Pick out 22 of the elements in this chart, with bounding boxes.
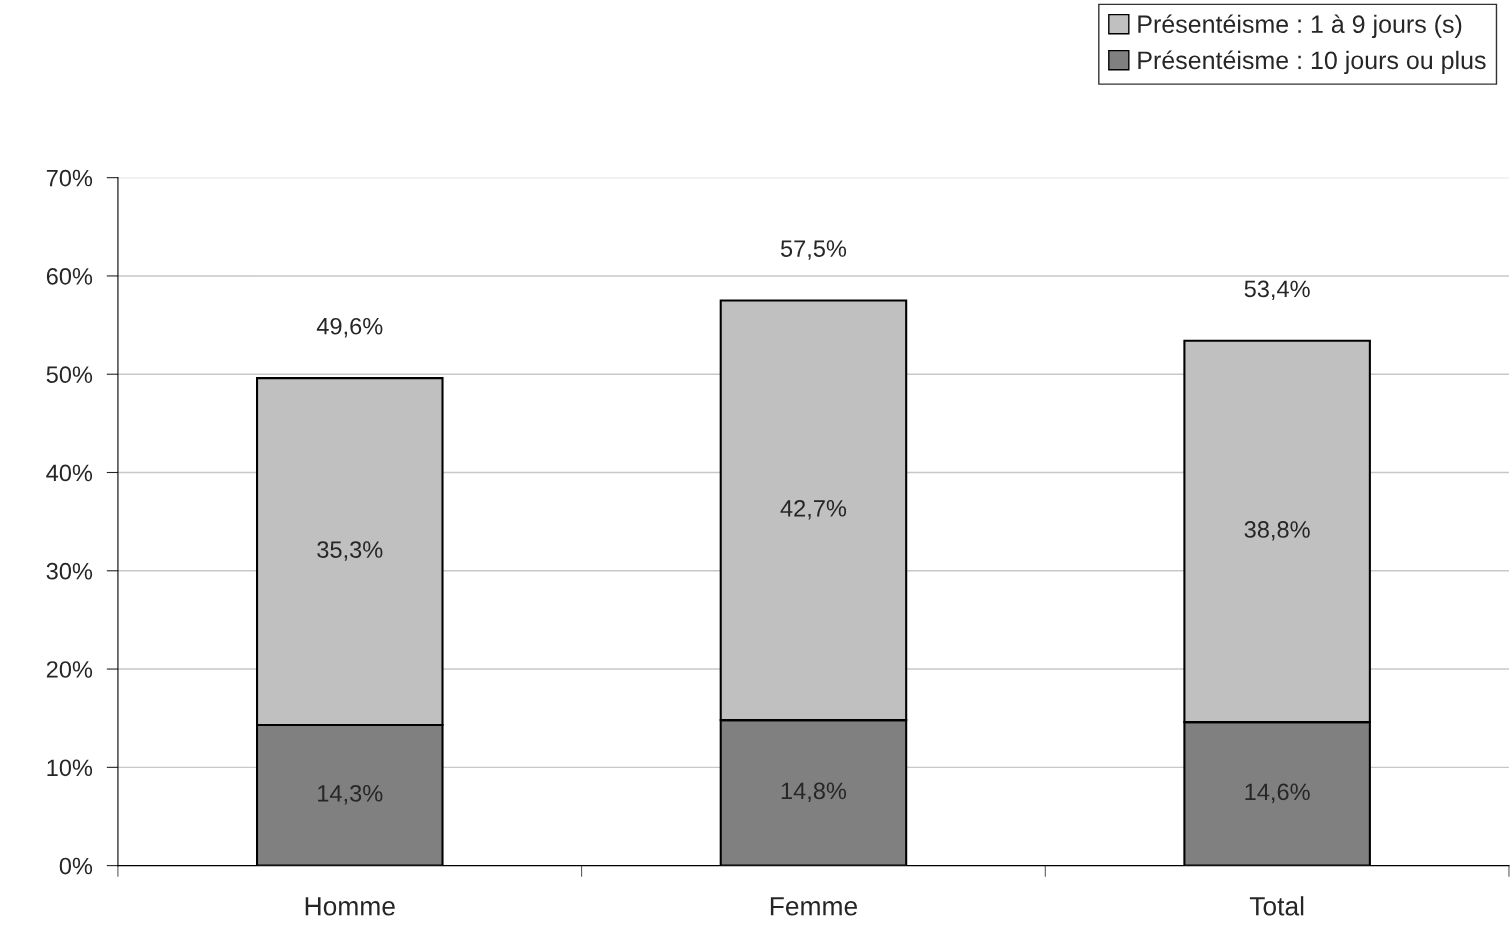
y-tick-label: 50% [46,366,93,384]
data-label: 14,8% [781,782,847,803]
y-tick-label: 0% [59,857,93,875]
data-label: 42,7% [780,499,847,520]
data-label: 38,8% [1244,521,1310,541]
total-label: 49,6% [316,317,383,338]
legend-label: Présentéisme : 1 à 9 jours (s) [1138,14,1462,39]
x-tick-label: Homme [305,897,395,916]
legend-label: Présentéisme : 10 jours ou plus [1138,50,1486,75]
y-tick-label: 70% [46,169,93,187]
data-label: 14,6% [1245,783,1310,803]
total-label: 53,4% [1244,280,1310,301]
data-label: 35,3% [317,541,383,561]
x-tick-label: Total [1249,896,1304,916]
y-tick-label: 30% [46,562,93,580]
total-label: 57,5% [780,240,847,260]
y-tick-label: 10% [47,759,93,777]
x-tick-label: Femme [770,897,857,916]
data-label: 14,3% [318,784,383,805]
y-tick-label: 60% [46,268,93,285]
y-tick-label: 20% [46,661,93,678]
y-tick-label: 40% [46,464,93,482]
